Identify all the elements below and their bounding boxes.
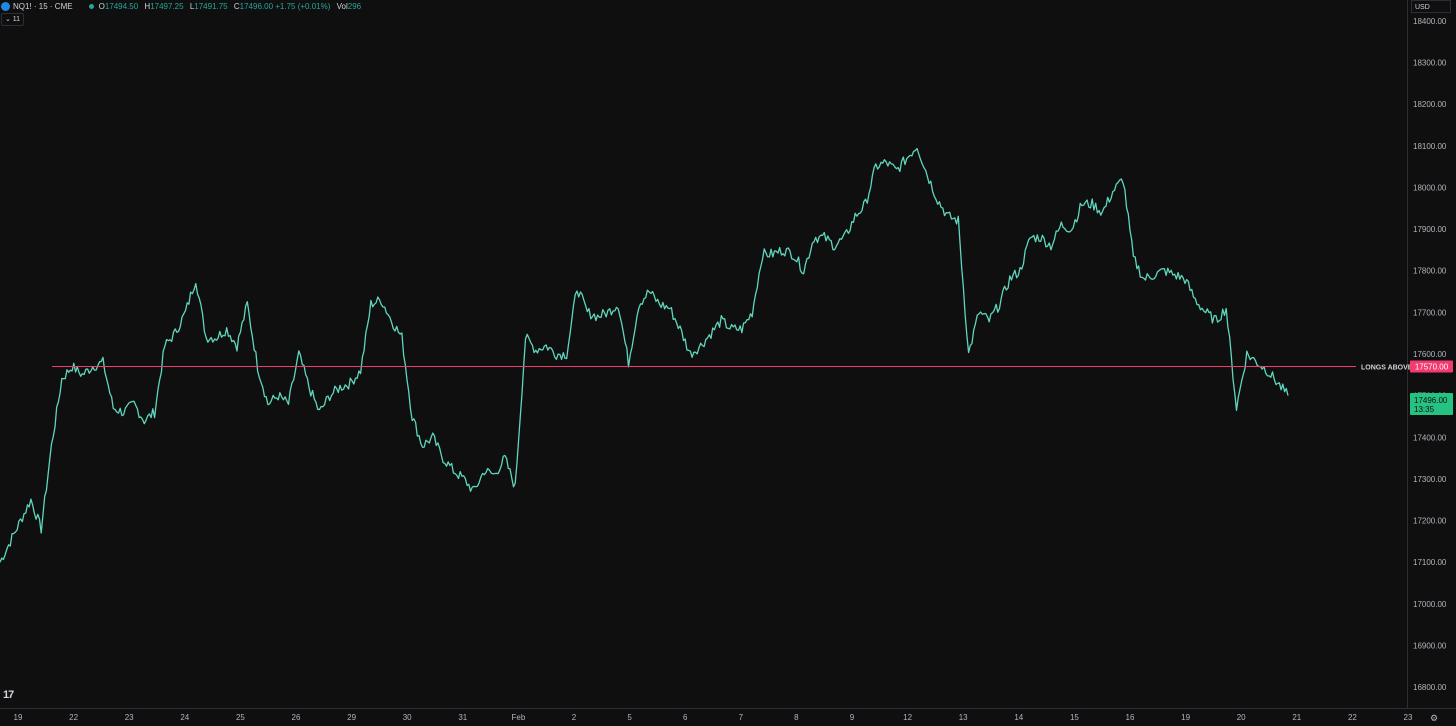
currency-selector[interactable]: USD: [1411, 0, 1451, 13]
level-price-badge: [1410, 360, 1453, 373]
time-tick-label: 20: [1237, 713, 1246, 722]
price-axis[interactable]: 18400.00 18300.00 18200.00 18100.00 18000.00…: [1413, 17, 1447, 692]
price-tick-label: 17400.00: [1413, 433, 1447, 442]
time-tick-label: 2: [572, 713, 577, 722]
time-tick-label: 13: [959, 713, 968, 722]
close-value: 17496.00 +1.75 (+0.01%): [239, 1, 331, 11]
time-tick-label: 23: [1404, 713, 1413, 722]
price-tick-label: 17800.00: [1413, 267, 1447, 276]
gear-icon[interactable]: ⚙: [1430, 713, 1439, 723]
price-tick-label: 17100.00: [1413, 558, 1447, 567]
time-tick-label: 23: [125, 713, 134, 722]
time-tick-label: 21: [1292, 713, 1301, 722]
time-tick-label: 24: [180, 713, 189, 722]
tradingview-logo-icon[interactable]: 17: [3, 689, 14, 701]
volume-label: Vol: [336, 1, 348, 11]
time-tick-label: 7: [739, 713, 744, 722]
time-tick-label: 9: [850, 713, 855, 722]
time-tick-label: 14: [1014, 713, 1023, 722]
time-tick-label: 25: [236, 713, 245, 722]
time-tick-label: 31: [458, 713, 467, 722]
symbol-legend[interactable]: NQ1! · 15 · CME O17494.50 H17497.25 L174…: [0, 0, 365, 12]
price-tick-label: 17700.00: [1413, 308, 1447, 317]
time-tick-label: 22: [1348, 713, 1357, 722]
open-label: O: [98, 1, 105, 11]
price-series: [0, 147, 1289, 563]
time-tick-label: 19: [1181, 713, 1190, 722]
time-axis[interactable]: 19 22 23 24 25 26 29 30 31 Feb 2 5 6 7 8 9 12 13 14 15 16 19 2…: [14, 713, 1413, 722]
close-label: C: [233, 1, 240, 11]
price-tick-label: 18000.00: [1413, 183, 1447, 192]
ohlc-values: O17494.50 H17497.25 L17491.75 C17496.00 …: [99, 2, 366, 11]
time-tick-label: 5: [627, 713, 632, 722]
level-text: LONGS ABOVE: [1361, 365, 1413, 372]
level-price-label: 17570.00: [1415, 363, 1449, 372]
price-tick-label: 18200.00: [1413, 100, 1447, 109]
price-tick-label: 16800.00: [1413, 683, 1447, 692]
symbol-name[interactable]: NQ1! · 15 · CME: [13, 1, 73, 11]
nq-logo-icon: [1, 1, 10, 11]
indicators-collapse-button[interactable]: ⌄ 11: [1, 13, 25, 26]
market-status-icon: [88, 3, 94, 9]
volume-value: 296: [347, 1, 362, 11]
high-value: 17497.25: [150, 1, 184, 11]
time-tick-label: 22: [69, 713, 78, 722]
price-tick-label: 18400.00: [1413, 17, 1447, 26]
price-tick-label: 17300.00: [1413, 475, 1447, 484]
price-tick-label: 18100.00: [1413, 142, 1447, 151]
time-tick-label: 15: [1070, 713, 1079, 722]
time-tick-label: 29: [347, 713, 356, 722]
time-tick-label: 6: [683, 713, 688, 722]
price-line: [0, 147, 1289, 563]
time-tick-label: 26: [292, 713, 301, 722]
price-tick-label: 16900.00: [1413, 642, 1447, 651]
open-value: 17494.50: [104, 1, 139, 11]
time-tick-label: Feb: [512, 713, 526, 722]
high-label: H: [144, 1, 151, 11]
time-tick-label: 30: [403, 713, 412, 722]
price-tick-label: 17000.00: [1413, 600, 1447, 609]
low-label: L: [189, 1, 195, 11]
bar-countdown-label: 13:35: [1414, 405, 1435, 414]
time-tick-label: 19: [14, 713, 23, 722]
price-tick-label: 18300.00: [1413, 58, 1447, 67]
last-price-badge: [1410, 393, 1453, 415]
time-tick-label: 8: [794, 713, 799, 722]
low-value: 17491.75: [194, 1, 228, 11]
last-price-label: 17496.00: [1414, 396, 1448, 405]
price-tick-label: 17200.00: [1413, 517, 1447, 526]
price-tick-label: 17600.00: [1413, 350, 1447, 359]
time-tick-label: 12: [903, 713, 912, 722]
time-tick-label: 16: [1126, 713, 1135, 722]
horizontal-level[interactable]: LONGS ABOVE 17570.00: [52, 360, 1453, 373]
price-tick-label: 17900.00: [1413, 225, 1447, 234]
